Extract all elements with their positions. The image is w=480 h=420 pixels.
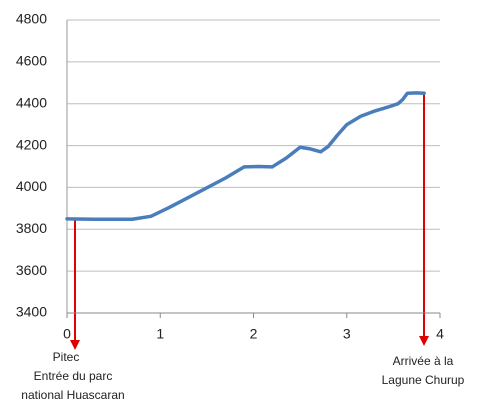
annotation: Arrivée à la <box>393 354 454 368</box>
x-tick-label: 1 <box>156 326 164 342</box>
y-tick-label: 3600 <box>16 262 47 278</box>
x-tick-label: 0 <box>63 326 71 342</box>
y-tick-label: 3800 <box>16 220 47 236</box>
x-tick-label: 4 <box>436 326 444 342</box>
x-tick-label: 3 <box>343 326 351 342</box>
annotation: Entrée du parc <box>34 369 113 383</box>
annotation: Lagune Churup <box>382 373 465 387</box>
y-tick-label: 4000 <box>16 178 47 194</box>
annotation-arrows <box>70 94 429 350</box>
y-tick-label: 3400 <box>16 304 47 320</box>
y-tick-label: 4400 <box>16 94 47 110</box>
annotation: national Huascaran <box>21 388 124 402</box>
y-tick-label: 4200 <box>16 136 47 152</box>
y-tick-label: 4600 <box>16 53 47 69</box>
x-tick-label: 2 <box>250 326 258 342</box>
y-tick-label: 4800 <box>16 11 47 27</box>
annotation: Pitec <box>53 350 80 364</box>
line-series <box>65 91 426 221</box>
